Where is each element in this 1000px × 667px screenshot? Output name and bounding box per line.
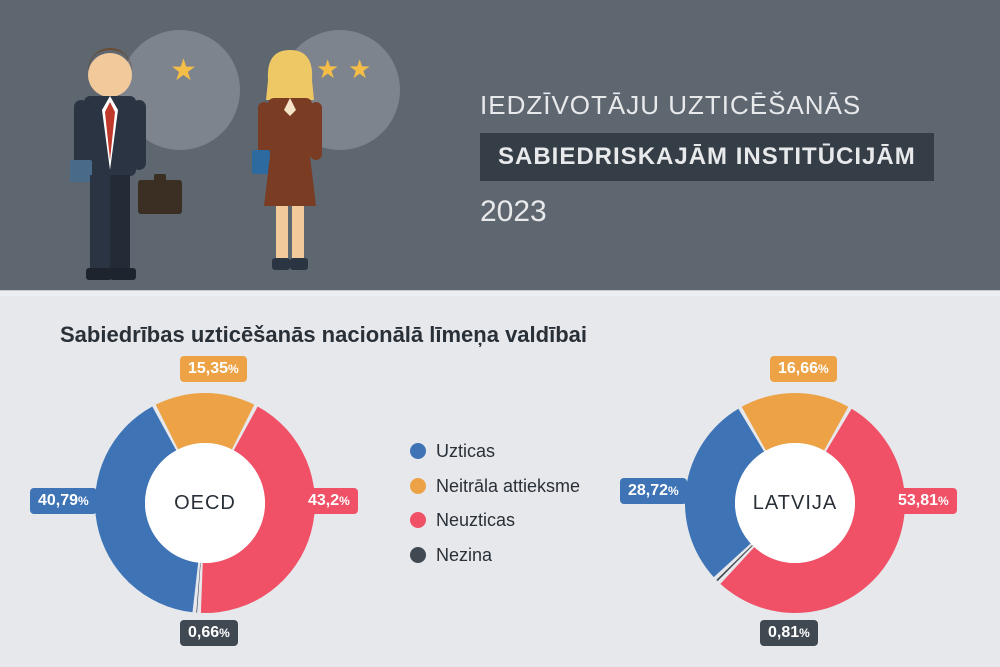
title-band: SABIEDRISKAJĀM INSTITŪCIJĀM xyxy=(480,133,934,181)
chart-legend: Uzticas Neitrāla attieksme Neuzticas Nezina xyxy=(410,428,590,578)
legend-dot xyxy=(410,443,426,459)
legend-dot xyxy=(410,512,426,528)
legend-item-distrust: Neuzticas xyxy=(410,509,590,532)
legend-item-neutral: Neitrāla attieksme xyxy=(410,475,590,498)
pct-label-trust: 28,72% xyxy=(620,478,687,504)
legend-item-trust: Uzticas xyxy=(410,440,590,463)
star-icon: ★ xyxy=(316,54,339,84)
pct-label-distrust: 53,81% xyxy=(890,488,957,514)
pct-label-trust: 40,79% xyxy=(30,488,97,514)
woman-icon xyxy=(252,50,322,270)
legend-label: Neuzticas xyxy=(436,509,515,532)
people-illustration: ★ ★ ★ xyxy=(50,20,450,280)
legend-dot xyxy=(410,478,426,494)
legend-dot xyxy=(410,547,426,563)
section-title: Sabiedrības uzticēšanās nacionālā līmeņa… xyxy=(60,322,940,348)
pct-label-unknown: 0,81% xyxy=(760,620,818,646)
legend-label: Neitrāla attieksme xyxy=(436,475,580,498)
donut-center-label: LATVIJA xyxy=(735,443,855,563)
pct-label-unknown: 0,66% xyxy=(180,620,238,646)
pct-label-neutral: 15,35% xyxy=(180,356,247,382)
charts-row: OECD 15,35%43,2%0,66%40,79% Uzticas Neitr… xyxy=(60,358,940,648)
content-area: Sabiedrības uzticēšanās nacionālā līmeņa… xyxy=(0,296,1000,667)
title-year: 2023 xyxy=(480,195,934,229)
legend-label: Uzticas xyxy=(436,440,495,463)
title-line1: IEDZĪVOTĀJU UZTICĒŠANĀS xyxy=(480,90,934,121)
donut-center-label: OECD xyxy=(145,443,265,563)
donut-oecd: OECD 15,35%43,2%0,66%40,79% xyxy=(60,358,350,648)
legend-item-unknown: Nezina xyxy=(410,544,590,567)
pct-label-distrust: 43,2% xyxy=(300,488,358,514)
legend-label: Nezina xyxy=(436,544,492,567)
pct-label-neutral: 16,66% xyxy=(770,356,837,382)
header-banner: ★ ★ ★ xyxy=(0,0,1000,290)
title-block: IEDZĪVOTĀJU UZTICĒŠANĀS SABIEDRISKAJĀM I… xyxy=(480,90,934,229)
star-icon: ★ xyxy=(170,54,197,87)
donut-latvia: LATVIJA 16,66%53,81%0,81%28,72% xyxy=(650,358,940,648)
star-icon: ★ xyxy=(348,54,371,84)
